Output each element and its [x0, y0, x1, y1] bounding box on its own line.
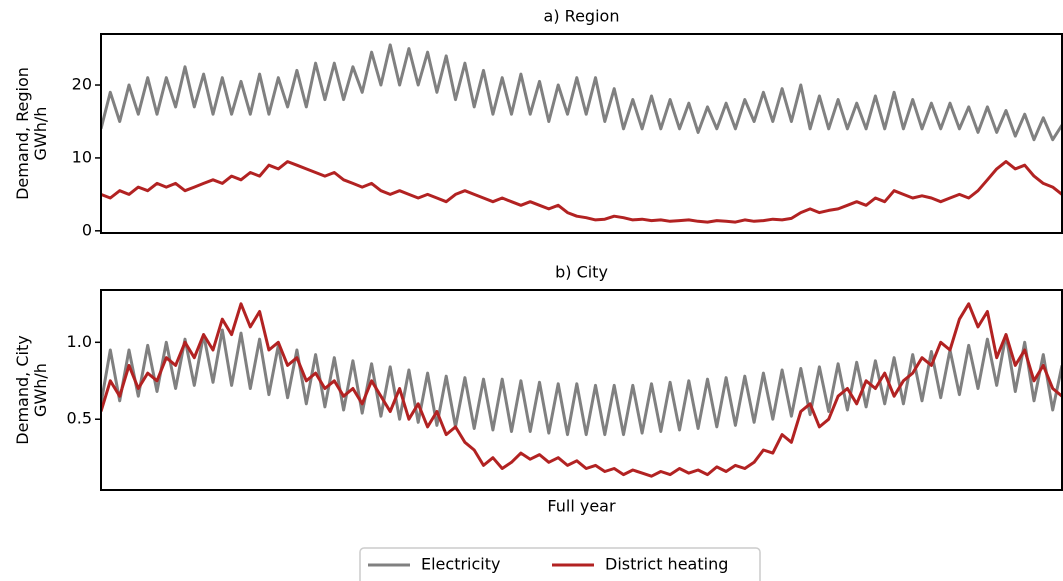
y-tick-label: 0 [82, 220, 92, 239]
line [101, 43, 1062, 142]
y-axis-label: Demand, RegionGWh/h [13, 67, 50, 200]
y-axis-label-line: Demand, Region [13, 67, 32, 200]
y-axis-label-line: GWh/h [31, 363, 50, 417]
y-tick-label: 0.5 [67, 409, 92, 428]
line [101, 302, 1062, 478]
y-axis-label: Demand, CityGWh/h [13, 335, 50, 444]
y-axis-label-line: GWh/h [31, 107, 50, 161]
line [101, 160, 1062, 224]
y-tick-label: 20 [72, 75, 92, 94]
plot-frame [100, 289, 1063, 491]
panel-title: b) City [555, 263, 608, 282]
x-axis-label: Full year [547, 497, 616, 516]
legend-label: Electricity [421, 555, 500, 574]
line [101, 328, 1062, 437]
panel-title: a) Region [544, 7, 620, 26]
y-tick-label: 10 [72, 147, 92, 166]
plot-frame [100, 33, 1063, 234]
legend-label: District heating [605, 555, 728, 574]
y-tick-label: 1.0 [67, 332, 92, 351]
y-axis-label-line: Demand, City [13, 335, 32, 444]
